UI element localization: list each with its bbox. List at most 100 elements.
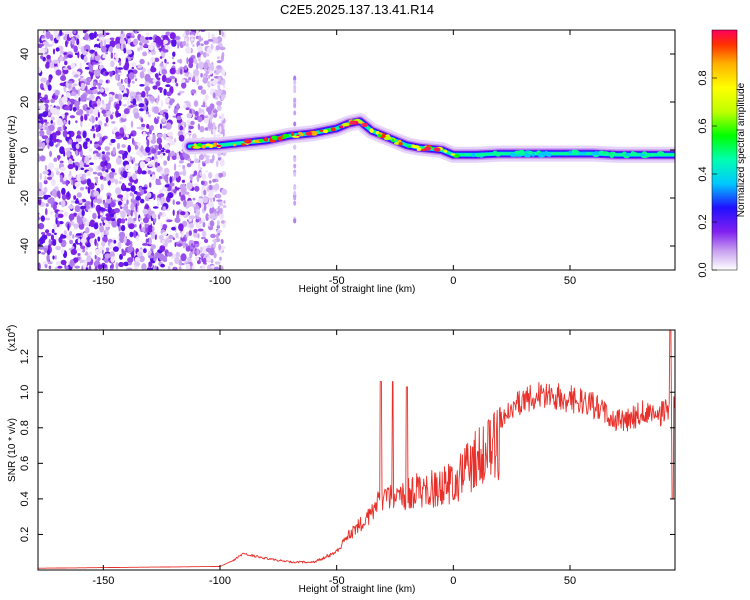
ridge-peak — [290, 132, 295, 136]
y-tick-label: 20 — [19, 96, 31, 108]
colorbar-tick-label: 0.4 — [697, 166, 709, 181]
noise-blob — [67, 223, 70, 231]
noise-blob — [160, 222, 163, 230]
noise-blob — [212, 128, 216, 134]
noise-blob — [122, 113, 127, 119]
ridge-hotspot — [361, 123, 369, 127]
noise-blob — [194, 158, 200, 164]
noise-blob — [127, 245, 134, 253]
noise-blob — [104, 87, 110, 92]
noise-blob — [151, 148, 157, 154]
noise-blob — [172, 61, 176, 65]
noise-blob — [148, 44, 154, 51]
noise-blob — [45, 31, 51, 39]
noise-blob — [144, 97, 147, 105]
noise-blob — [139, 45, 143, 51]
noise-blob — [76, 104, 80, 111]
noise-blob — [168, 261, 174, 266]
noise-blob — [166, 138, 173, 142]
ridge-peak — [369, 128, 374, 133]
noise-blob — [189, 174, 193, 181]
noise-blob — [205, 94, 209, 101]
noise-blob — [81, 198, 87, 203]
noise-blob — [107, 238, 113, 243]
noise-blob — [131, 62, 137, 67]
noise-blob — [179, 125, 183, 131]
noise-blob — [140, 118, 144, 123]
noise-blob — [79, 62, 82, 70]
noise-blob — [63, 52, 67, 55]
noise-blob — [42, 56, 46, 62]
noise-blob — [165, 84, 171, 88]
noise-blob — [133, 230, 137, 238]
noise-blob — [59, 174, 63, 179]
noise-blob — [74, 181, 81, 188]
noise-blob — [105, 32, 110, 36]
noise-blob — [145, 157, 151, 162]
noise-blob — [178, 67, 181, 75]
noise-blob — [152, 206, 159, 209]
x-tick-label: 0 — [450, 575, 456, 587]
noise-blob — [185, 245, 191, 252]
noise-column-blob — [293, 97, 297, 103]
noise-blob — [135, 150, 142, 156]
noise-blob — [165, 122, 172, 130]
noise-blob — [72, 234, 75, 239]
snr-y-multiplier-exponent: 4 — [6, 328, 13, 332]
noise-blob — [213, 266, 220, 270]
noise-blob — [186, 57, 189, 65]
noise-blob — [178, 223, 184, 232]
noise-blob — [100, 137, 106, 142]
noise-column-blob — [293, 200, 297, 206]
noise-blob — [154, 144, 159, 151]
noise-blob — [143, 248, 147, 254]
noise-blob — [204, 115, 209, 118]
noise-blob — [159, 253, 165, 261]
noise-blob — [202, 222, 206, 228]
noise-blob — [55, 170, 60, 176]
noise-blob — [188, 77, 192, 81]
noise-blob — [87, 235, 90, 244]
noise-blob — [130, 120, 134, 128]
noise-blob — [169, 182, 175, 187]
noise-blob — [202, 173, 207, 181]
noise-blob — [128, 182, 133, 187]
noise-blob — [165, 149, 171, 154]
noise-blob — [174, 173, 176, 181]
noise-blob — [132, 193, 135, 202]
ridge-peak — [625, 152, 630, 157]
x-tick-label: -150 — [92, 275, 114, 287]
noise-blob — [157, 94, 160, 102]
noise-blob — [172, 51, 176, 57]
noise-blob — [221, 188, 228, 196]
noise-blob — [97, 146, 102, 151]
noise-blob — [68, 158, 73, 166]
ridge-peak — [192, 146, 201, 149]
noise-blob — [163, 144, 170, 150]
noise-blob — [201, 188, 203, 197]
noise-blob — [100, 246, 105, 250]
noise-blob — [185, 263, 191, 270]
ridge-peak — [478, 153, 487, 157]
noise-blob — [135, 203, 138, 211]
noise-blob — [165, 112, 169, 120]
noise-column-blob — [293, 103, 297, 109]
noise-blob — [173, 107, 177, 115]
noise-blob — [123, 136, 128, 140]
noise-blob — [149, 267, 154, 270]
noise-blob — [89, 238, 93, 244]
noise-blob — [203, 115, 209, 124]
noise-blob — [201, 161, 204, 165]
noise-blob — [151, 213, 157, 219]
noise-blob — [51, 40, 55, 46]
noise-blob — [208, 201, 215, 209]
noise-blob — [109, 37, 115, 41]
noise-blob — [68, 205, 75, 209]
noise-column-blob — [293, 88, 297, 94]
noise-blob — [139, 58, 145, 65]
ridge-peak — [258, 138, 263, 143]
noise-blob — [104, 103, 111, 111]
noise-blob — [69, 115, 76, 119]
noise-blob — [70, 248, 77, 255]
